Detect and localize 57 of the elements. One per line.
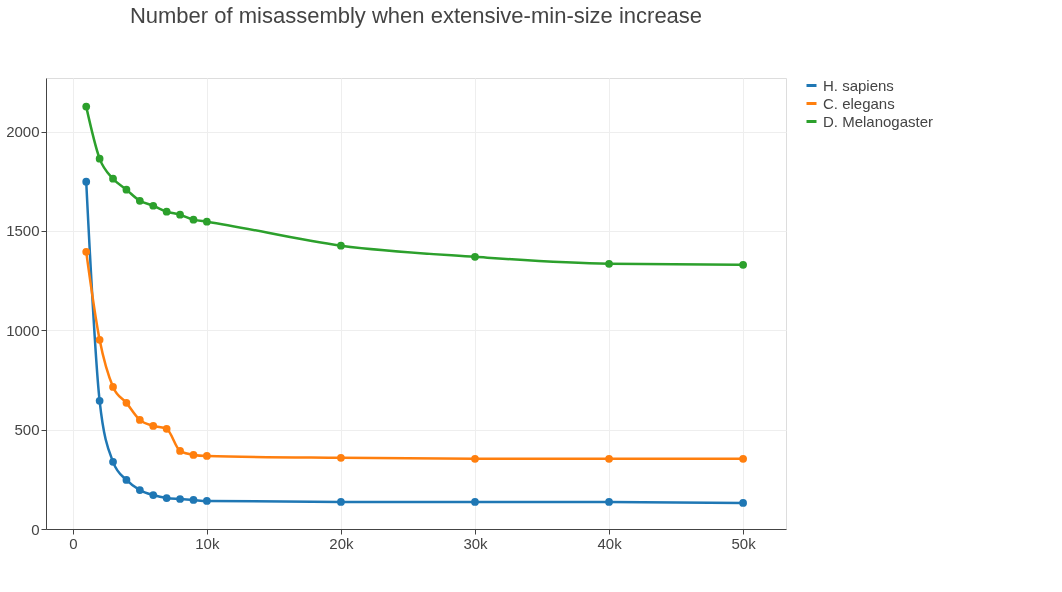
- x-tick-label: 0: [69, 534, 78, 552]
- y-tick-label: 1000: [6, 321, 40, 339]
- point: [605, 455, 613, 463]
- chart-title: Number of misassembly when extensive-min-size increase: [129, 3, 703, 28]
- point: [95, 396, 104, 405]
- point: [82, 247, 91, 256]
- point: [149, 491, 158, 499]
- y-tick-label: 1500: [6, 222, 40, 240]
- point: [95, 335, 104, 344]
- point: [122, 185, 131, 194]
- point: [149, 201, 158, 210]
- legend-label: D. Melanogaster: [823, 112, 934, 130]
- point: [471, 498, 479, 506]
- point: [203, 497, 211, 505]
- point: [162, 494, 171, 502]
- point: [189, 496, 198, 504]
- y-tick-label: 0: [31, 520, 40, 538]
- legend-label: H. sapiens: [823, 76, 894, 94]
- x-tick-label: 30k: [463, 534, 489, 552]
- point: [135, 416, 144, 424]
- y-tick-label: 2000: [6, 123, 40, 141]
- point: [189, 451, 198, 459]
- point: [337, 241, 345, 250]
- point: [162, 425, 171, 433]
- point: [605, 498, 613, 506]
- point: [605, 259, 613, 268]
- x-tick-label: 50k: [731, 534, 757, 552]
- point: [109, 457, 117, 466]
- point: [471, 252, 479, 261]
- point: [203, 217, 211, 226]
- y-tick-label: 500: [14, 421, 40, 439]
- point: [739, 260, 747, 269]
- point: [176, 210, 184, 219]
- point: [149, 422, 158, 430]
- point: [739, 455, 747, 463]
- point: [82, 177, 91, 186]
- point: [471, 455, 479, 463]
- point: [122, 398, 131, 407]
- point: [95, 154, 104, 163]
- point: [176, 495, 184, 503]
- point: [203, 452, 211, 460]
- point: [135, 486, 144, 494]
- point: [337, 498, 345, 506]
- point: [739, 499, 747, 507]
- point: [176, 447, 184, 455]
- x-tick-label: 40k: [597, 534, 623, 552]
- x-tick-label: 10k: [195, 534, 220, 552]
- point: [162, 207, 171, 216]
- point: [189, 215, 198, 224]
- point: [82, 102, 91, 111]
- point: [337, 454, 345, 462]
- point: [122, 476, 131, 484]
- point: [109, 174, 117, 183]
- point: [109, 383, 117, 391]
- x-tick-label: 20k: [329, 534, 355, 552]
- legend-label: C. elegans: [823, 94, 895, 112]
- point: [135, 196, 144, 205]
